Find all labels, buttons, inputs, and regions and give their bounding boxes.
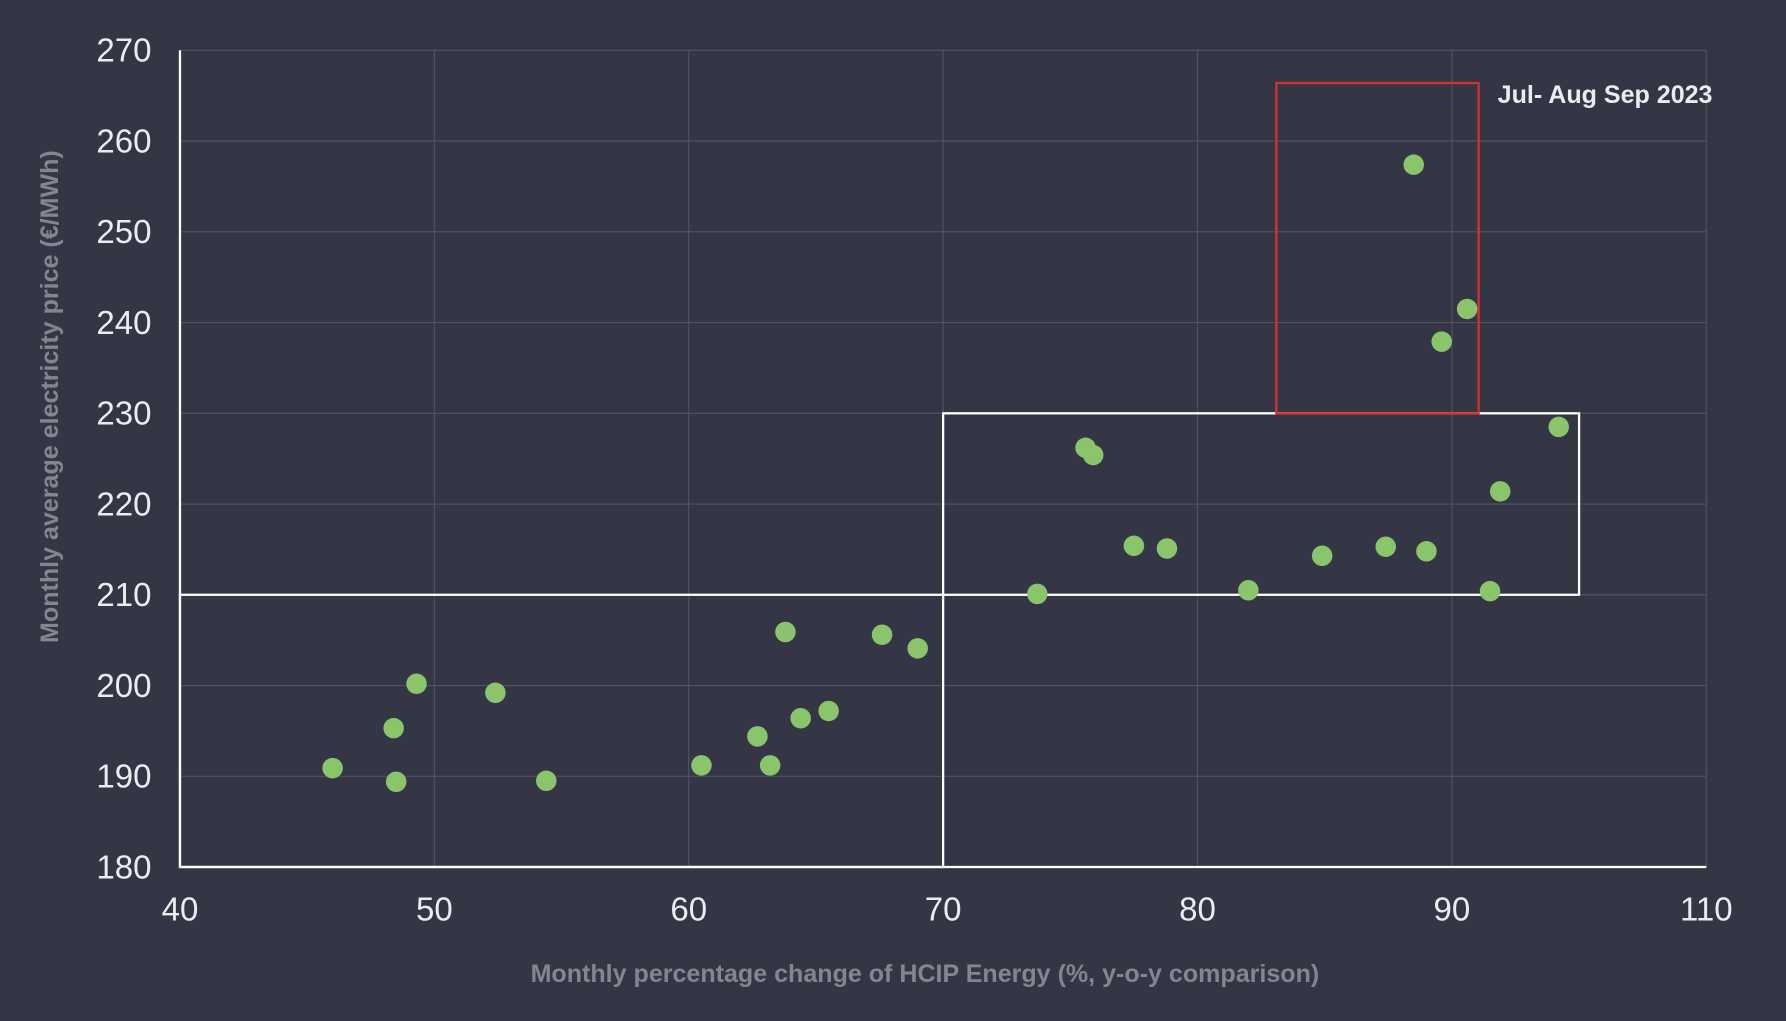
x-tick-label: 40: [162, 891, 199, 928]
data-points: [322, 154, 1569, 792]
y-axis-label: Monthly average electricity price (€/MWh…: [36, 150, 64, 643]
data-point: [1489, 481, 1511, 502]
data-point: [818, 700, 839, 722]
data-point: [747, 726, 768, 747]
y-tick-label: 260: [96, 122, 151, 159]
annotation-label: Jul- Aug Sep 2023: [1498, 81, 1713, 109]
data-point: [1431, 331, 1452, 352]
data-point: [1082, 444, 1104, 466]
data-point: [1403, 154, 1424, 175]
x-tick-label: 110: [1680, 891, 1733, 928]
y-tick-label: 270: [96, 32, 151, 69]
x-axis-label: Monthly percentage change of HCIP Energy…: [531, 960, 1320, 988]
data-point: [1026, 583, 1048, 605]
data-point: [1123, 535, 1145, 557]
x-tick-label: 50: [416, 891, 453, 928]
y-tick-label: 200: [96, 667, 151, 704]
data-point: [1375, 536, 1396, 557]
data-point: [775, 621, 796, 643]
y-tick-label: 250: [96, 213, 151, 250]
data-point: [1238, 579, 1259, 601]
data-point: [1548, 416, 1569, 438]
data-point: [406, 673, 427, 694]
y-tick-label: 240: [96, 304, 151, 341]
y-tick-label: 190: [96, 758, 151, 795]
data-point: [1416, 540, 1437, 562]
data-point: [536, 770, 557, 792]
data-point: [485, 682, 506, 704]
axes: [178, 50, 1707, 869]
data-point: [1456, 298, 1478, 320]
data-point: [1156, 538, 1178, 559]
data-point: [871, 624, 893, 645]
data-point: [759, 755, 781, 776]
tick-labels: 40 50 60 70 80 90 110 180 190 200 210 220 230 240 250 2…: [96, 32, 1732, 928]
region-box: [1275, 81, 1480, 415]
x-tick-label: 60: [670, 891, 707, 928]
data-point: [385, 771, 407, 792]
x-tick-label: 80: [1179, 891, 1216, 928]
y-tick-label: 220: [96, 485, 151, 522]
data-point: [1479, 580, 1501, 602]
data-point: [322, 757, 343, 779]
region-box: [941, 412, 1581, 596]
data-point: [691, 755, 712, 776]
y-tick-label: 180: [96, 848, 151, 885]
y-tick-label: 210: [96, 576, 151, 613]
data-point: [907, 638, 928, 659]
y-tick-label: 230: [96, 395, 151, 432]
data-point: [383, 717, 404, 739]
x-tick-label: 90: [1434, 891, 1471, 928]
x-tick-label: 70: [925, 891, 962, 928]
data-point: [1311, 545, 1333, 567]
data-point: [790, 707, 811, 729]
